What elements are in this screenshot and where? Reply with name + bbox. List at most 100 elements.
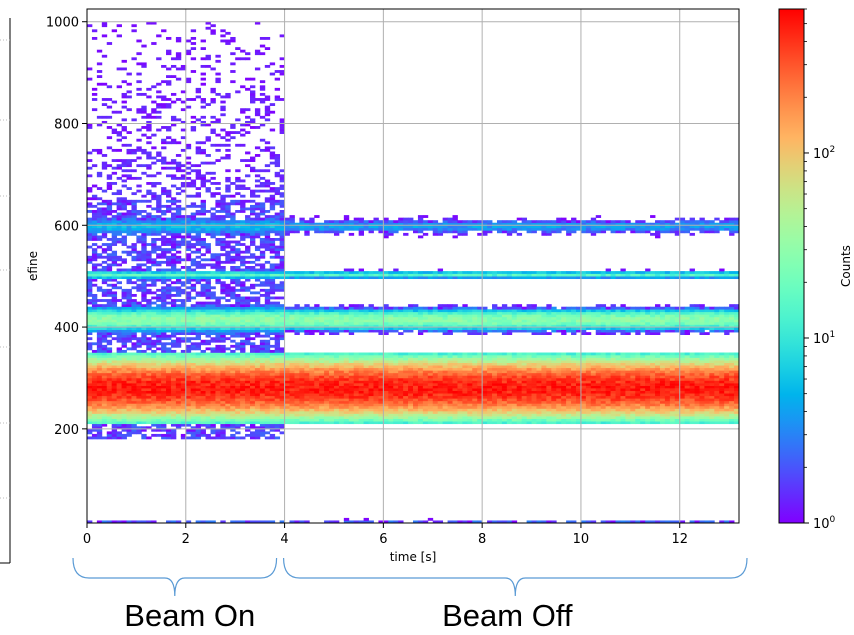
heatmap-cell [185, 365, 192, 369]
heatmap-cell [116, 225, 122, 229]
heatmap-cell [398, 321, 404, 325]
heatmap-cell [141, 164, 147, 168]
heatmap-cell [348, 319, 355, 323]
heatmap-cell [324, 411, 330, 414]
heatmap-cell [156, 324, 162, 328]
heatmap-cell [373, 383, 379, 386]
heatmap-cell [106, 210, 113, 213]
heatmap-cell [309, 421, 315, 425]
heatmap-cell [136, 87, 142, 91]
heatmap-cell [289, 377, 295, 381]
heatmap-cell [87, 329, 93, 333]
heatmap-cell [254, 306, 261, 310]
heatmap-cell [96, 321, 103, 325]
heatmap-cell [225, 212, 231, 216]
heatmap-cell [329, 370, 335, 374]
heatmap-cell [259, 372, 266, 376]
heatmap-cell [161, 411, 167, 414]
heatmap-cell [106, 413, 113, 417]
heatmap-cell [200, 393, 206, 397]
heatmap-cell [161, 225, 167, 229]
heatmap-cell [289, 403, 295, 407]
heatmap-cell [245, 388, 251, 391]
heatmap-cell [294, 276, 300, 280]
heatmap-cell [240, 362, 246, 366]
heatmap-cell [240, 304, 246, 308]
heatmap-cell [175, 192, 182, 196]
heatmap-cell [101, 324, 108, 328]
heatmap-cell [190, 29, 197, 33]
heatmap-cell [111, 222, 118, 226]
heatmap-cell [190, 194, 197, 198]
heatmap-cell [378, 421, 384, 425]
heatmap-cell [235, 225, 241, 229]
heatmap-cell [240, 342, 246, 346]
heatmap-cell [348, 321, 355, 325]
heatmap-cell [101, 82, 108, 86]
heatmap-cell [225, 380, 231, 384]
heatmap-cell [279, 273, 285, 277]
heatmap-cell [269, 383, 276, 386]
heatmap-cell [205, 136, 211, 140]
heatmap-cell [338, 413, 345, 417]
heatmap-cell [180, 299, 187, 302]
heatmap-cell [235, 403, 241, 407]
heatmap-cell [383, 400, 389, 404]
heatmap-cell [284, 316, 290, 320]
heatmap-cell [116, 240, 122, 244]
heatmap-cell [151, 357, 157, 361]
heatmap-cell [175, 398, 182, 402]
heatmap-cell [136, 283, 142, 287]
heatmap-cell [136, 385, 142, 389]
heatmap-cell [161, 413, 167, 417]
heatmap-cell [126, 316, 132, 320]
heatmap-cell [225, 309, 231, 313]
heatmap-cell [368, 329, 374, 333]
heatmap-cell [274, 306, 281, 310]
heatmap-cell [388, 230, 394, 234]
heatmap-cell [200, 421, 206, 425]
heatmap-cell [106, 375, 113, 379]
heatmap-cell [314, 227, 320, 231]
heatmap-cell [175, 169, 182, 173]
heatmap-cell [393, 327, 399, 330]
heatmap-cell [96, 151, 103, 155]
heatmap-cell [116, 286, 122, 290]
heatmap-cell [175, 250, 182, 254]
heatmap-cell [299, 411, 305, 414]
heatmap-cell [96, 400, 103, 404]
heatmap-cell [146, 421, 152, 425]
heatmap-cell [215, 347, 221, 351]
heatmap-cell [245, 207, 251, 211]
heatmap-cell [329, 393, 335, 397]
heatmap-cell [269, 416, 276, 419]
heatmap-cell [131, 337, 137, 341]
heatmap-cell [225, 426, 231, 430]
heatmap-cell [378, 395, 384, 399]
heatmap-cell [96, 370, 103, 374]
heatmap-cell [338, 227, 345, 231]
heatmap-cell [156, 159, 162, 162]
heatmap-cell [116, 276, 122, 280]
heatmap-cell [136, 520, 142, 524]
heatmap-cell [254, 258, 261, 262]
heatmap-cell [116, 189, 122, 193]
heatmap-cell [225, 215, 231, 218]
heatmap-cell [279, 520, 285, 524]
heatmap-cell [185, 416, 192, 419]
heatmap-cell [279, 118, 285, 122]
heatmap-cell [91, 215, 98, 218]
heatmap-cell [245, 332, 251, 335]
heatmap-cell [121, 365, 127, 369]
heatmap-cell [91, 400, 98, 404]
heatmap-cell [304, 418, 310, 422]
heatmap-cell [245, 235, 251, 239]
heatmap-cell [403, 375, 409, 379]
heatmap-cell [146, 253, 152, 257]
heatmap-cell [215, 187, 221, 190]
heatmap-cell [131, 316, 137, 320]
heatmap-cell [96, 245, 103, 249]
heatmap-cell [368, 416, 374, 419]
heatmap-cell [398, 418, 404, 422]
heatmap-cell [200, 329, 206, 333]
